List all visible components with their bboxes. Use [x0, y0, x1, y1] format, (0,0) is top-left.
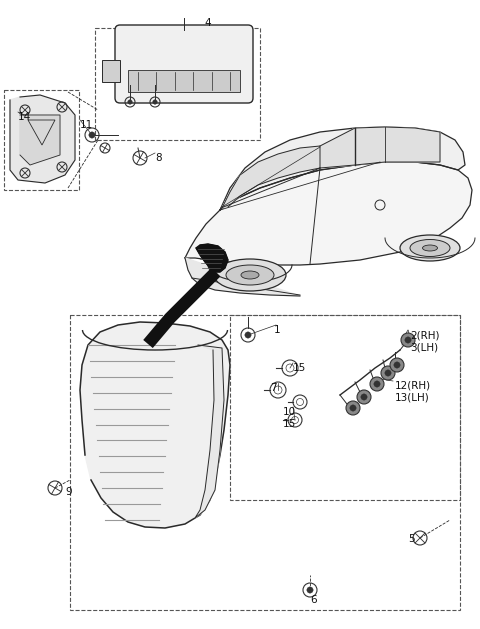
Circle shape: [401, 333, 415, 347]
Text: 3(LH): 3(LH): [410, 342, 438, 352]
Text: 8: 8: [155, 153, 162, 163]
Circle shape: [374, 381, 380, 387]
Text: 12(RH): 12(RH): [395, 381, 431, 391]
Circle shape: [128, 100, 132, 104]
Bar: [128, 70, 240, 92]
Circle shape: [346, 401, 360, 415]
Polygon shape: [320, 127, 440, 168]
Circle shape: [307, 587, 313, 593]
Polygon shape: [185, 162, 472, 265]
Text: 7: 7: [270, 383, 276, 393]
Ellipse shape: [241, 271, 259, 279]
Circle shape: [370, 377, 384, 391]
Circle shape: [381, 366, 395, 380]
Bar: [95, 28, 260, 140]
Ellipse shape: [214, 259, 286, 291]
Ellipse shape: [400, 235, 460, 261]
Text: 6: 6: [310, 595, 317, 605]
Text: 9: 9: [65, 487, 72, 497]
Circle shape: [245, 332, 251, 338]
Text: 10: 10: [283, 407, 296, 417]
Ellipse shape: [422, 245, 437, 251]
Text: 13(LH): 13(LH): [395, 393, 430, 403]
Circle shape: [405, 337, 411, 343]
Polygon shape: [20, 115, 60, 165]
Circle shape: [89, 132, 95, 138]
Bar: [70, 315, 460, 610]
Circle shape: [153, 100, 157, 104]
Polygon shape: [220, 127, 465, 210]
Bar: [102, 60, 120, 82]
Polygon shape: [10, 95, 75, 183]
Polygon shape: [196, 244, 228, 272]
Text: 11: 11: [80, 120, 93, 130]
Ellipse shape: [226, 265, 274, 285]
Polygon shape: [185, 258, 300, 296]
Circle shape: [357, 390, 371, 404]
Text: 1: 1: [274, 325, 281, 335]
Text: 4: 4: [204, 18, 211, 28]
Text: 15: 15: [293, 363, 306, 373]
Bar: [4, 90, 79, 190]
Circle shape: [350, 405, 356, 411]
Polygon shape: [80, 322, 230, 528]
Text: 15: 15: [283, 419, 296, 429]
Circle shape: [394, 362, 400, 368]
Polygon shape: [195, 345, 224, 518]
Circle shape: [361, 394, 367, 400]
Circle shape: [390, 358, 404, 372]
FancyBboxPatch shape: [115, 25, 253, 103]
Text: 5: 5: [408, 534, 415, 544]
Ellipse shape: [410, 240, 450, 257]
Bar: [230, 315, 460, 500]
Text: 2(RH): 2(RH): [410, 330, 440, 340]
Circle shape: [385, 370, 391, 376]
Text: 14: 14: [18, 112, 31, 122]
Polygon shape: [222, 146, 320, 208]
